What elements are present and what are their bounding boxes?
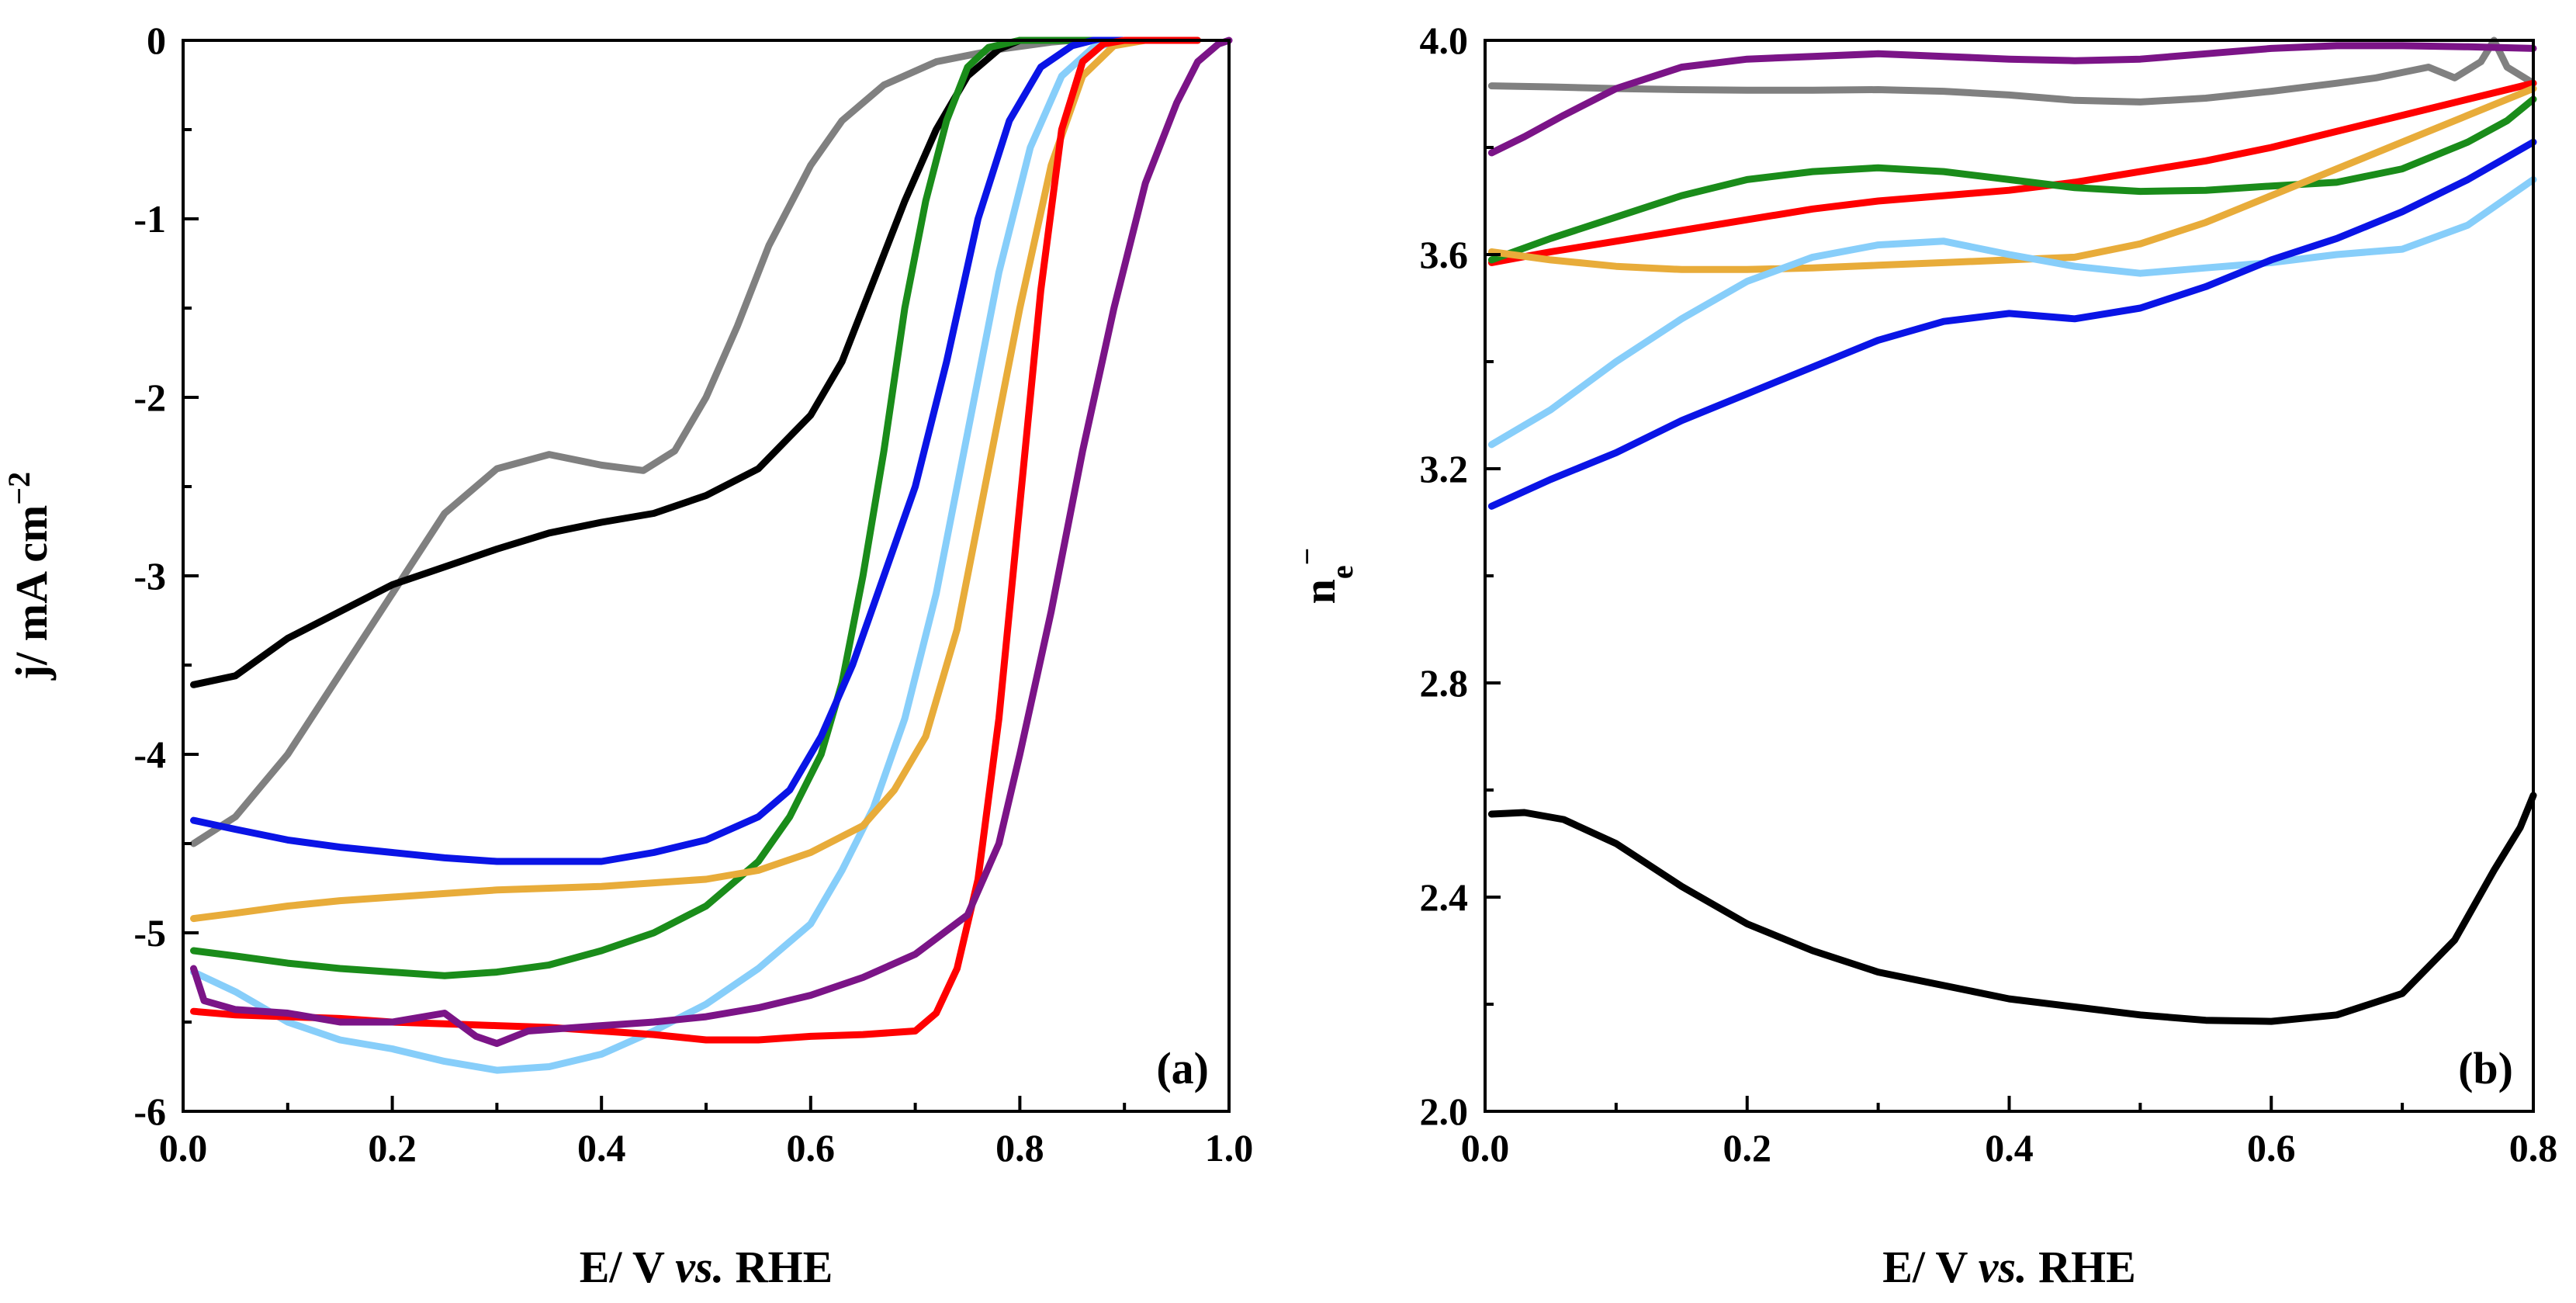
series-line-purple — [1487, 42, 2537, 157]
y-tick-label: 0 — [147, 19, 166, 62]
y-tick-label: -4 — [133, 733, 166, 776]
panel-a-y-axis-title: j/ mA cm−2 — [2, 472, 57, 681]
y-tick-label: 2.0 — [1420, 1090, 1469, 1133]
series-line-purple — [190, 36, 1233, 1048]
x-tick-label: 0.2 — [1723, 1126, 1772, 1170]
x-tick-label: 0.4 — [1985, 1126, 2034, 1170]
x-tick-label: 0.6 — [2247, 1126, 2296, 1170]
series-line-orange — [1487, 85, 2537, 273]
series-line-lightblue — [1487, 175, 2537, 449]
panel-a-series — [190, 36, 1233, 1074]
y-tick-label: -2 — [133, 376, 166, 419]
x-tick-label: 1.0 — [1205, 1126, 1254, 1170]
y-tick-label: 2.4 — [1420, 875, 1469, 919]
series-line-red — [1487, 79, 2537, 266]
x-tick-label: 0.0 — [159, 1126, 208, 1170]
panel-a-plot-frame — [182, 39, 1231, 1113]
x-tick-label: 0.2 — [368, 1126, 417, 1170]
panel-b-y-axis-title: ne− — [1290, 548, 1359, 605]
y-tick-label: 2.8 — [1420, 661, 1469, 705]
y-tick-label: -5 — [133, 911, 166, 955]
y-tick-label: 4.0 — [1420, 19, 1469, 62]
panel-b: 0.0 0.2 0.4 0.6 0.8 2.0 2.4 2.8 3.2 3.6 4.0 (b) E/… — [1290, 19, 2558, 1292]
x-tick-label: 0.8 — [995, 1126, 1044, 1170]
panel-a-ticks: 0.0 0.2 0.4 0.6 0.8 1.0 0 -1 -2 -3 -4 -5 -6 — [133, 19, 1253, 1170]
series-line-green — [190, 36, 1128, 979]
y-tick-label: -3 — [133, 554, 166, 598]
panel-b-series — [1487, 36, 2537, 1025]
y-tick-label: -6 — [133, 1090, 166, 1133]
series-line-green — [1487, 95, 2537, 264]
x-tick-label: 0.6 — [787, 1126, 836, 1170]
panel-a-label: (a) — [1156, 1043, 1209, 1093]
y-tick-label: 3.6 — [1420, 233, 1469, 276]
series-line-gray — [190, 36, 1076, 847]
panel-b-ticks: 0.0 0.2 0.4 0.6 0.8 2.0 2.4 2.8 3.2 3.6 4.0 — [1420, 19, 2558, 1170]
y-tick-label: -1 — [133, 197, 166, 241]
series-line-orange — [190, 36, 1202, 923]
series-line-blue — [190, 36, 1160, 865]
series-line-blue — [1487, 138, 2537, 510]
panel-a-x-axis-title: E/ V vs. RHE — [580, 1242, 833, 1292]
y-tick-label: 3.2 — [1420, 447, 1469, 490]
x-tick-label: 0.8 — [2509, 1126, 2558, 1170]
panel-b-plot-frame — [1484, 39, 2535, 1113]
panel-a: 0.0 0.2 0.4 0.6 0.8 1.0 0 -1 -2 -3 -4 -5 -6 (a) E/ V… — [2, 19, 1254, 1292]
series-line-lightblue — [190, 36, 1191, 1074]
series-line-gray — [1487, 36, 2537, 106]
x-tick-label: 0.0 — [1461, 1126, 1510, 1170]
x-tick-label: 0.4 — [577, 1126, 626, 1170]
panel-b-label: (b) — [2458, 1043, 2513, 1093]
panel-b-x-axis-title: E/ V vs. RHE — [1882, 1242, 2136, 1292]
series-line-black — [1487, 792, 2537, 1025]
